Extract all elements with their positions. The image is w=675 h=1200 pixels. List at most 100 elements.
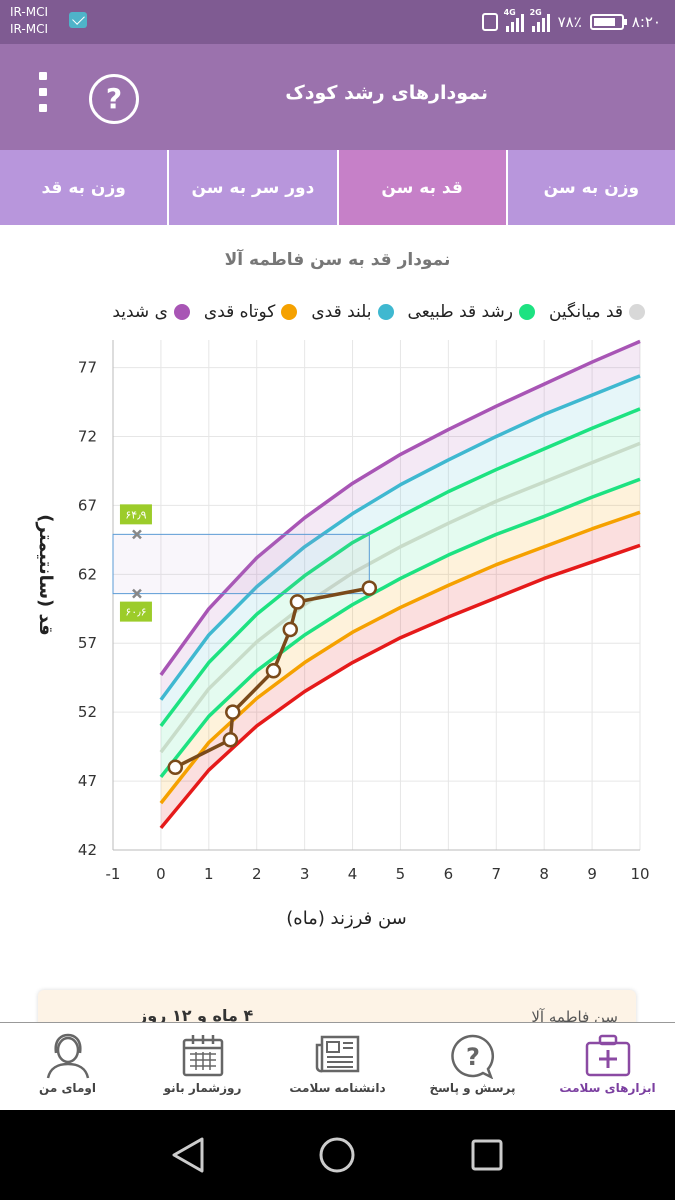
battery-icon [589, 14, 627, 30]
carrier-2: IR-MCI [10, 22, 48, 36]
legend-dot [629, 304, 645, 320]
selection-label-bg [119, 601, 152, 622]
percentile-line [159, 407, 641, 728]
nav-label: دانشنامه سلامت [289, 1081, 386, 1095]
child-data-point [289, 594, 306, 610]
legend-label: کوتاه قدی [203, 302, 276, 322]
chart-tabs: وزن به سن قد به سن دور سر به سن وزن به ق… [0, 150, 675, 225]
legend-dot [518, 304, 535, 320]
app-bar: ? نمودارهای رشد کودک [0, 44, 675, 150]
legend-dot [281, 304, 298, 320]
legend-label: قد میانگین [548, 302, 623, 322]
x-axis-title: سن فرزند (ماه) [286, 908, 407, 929]
selection-marker [132, 588, 142, 599]
y-tick-label: 52 [78, 703, 97, 721]
percentile-line [159, 374, 641, 701]
x-tick-label: 3 [300, 865, 310, 883]
legend-item[interactable]: قد میانگین [549, 302, 645, 322]
status-bar: IR-MCI IR-MCI 4G 2G ۷۸٪ ۸:۲۰ [0, 0, 675, 44]
svg-text:?: ? [466, 1043, 480, 1071]
question-bubble-icon: ? [450, 1034, 494, 1079]
legend-dot [377, 304, 394, 320]
legend-item[interactable]: کوتاه قدی [203, 302, 298, 322]
tab-weight-for-age[interactable]: وزن به سن [505, 150, 675, 225]
child-data-point [167, 759, 184, 776]
legend-label: بلند قدی [311, 302, 372, 322]
child-data-point [282, 621, 299, 638]
newspaper-icon [315, 1035, 359, 1073]
selection-marker [132, 529, 142, 540]
y-tick-label: 47 [78, 772, 97, 790]
band-area [160, 375, 640, 726]
selection-label-bg [119, 504, 152, 525]
nav-questions[interactable]: ? پرسش و پاسخ [405, 1023, 540, 1111]
child-age-value: ۴ ماه و ۱۲ روز [138, 1006, 254, 1025]
page-title: نمودارهای رشد کودک [285, 82, 488, 104]
x-tick-label: 10 [630, 865, 649, 883]
percentile-line [159, 543, 641, 830]
carrier-info: IR-MCI IR-MCI [10, 4, 48, 38]
signal-4g-icon: 4G [504, 8, 524, 32]
legend-label: ی شدید [112, 302, 168, 322]
nav-label: اومای من [39, 1081, 96, 1095]
battery-percent: ۷۸٪ [557, 13, 582, 31]
band-area [160, 408, 640, 753]
child-data-point [361, 580, 378, 596]
network-type-2: 2G [529, 8, 542, 17]
x-tick-label: 6 [444, 865, 454, 883]
signal-2g-icon: 2G [530, 8, 550, 32]
carrier-1: IR-MCI [10, 5, 48, 19]
x-tick-label: 7 [491, 865, 501, 883]
x-tick-label: 9 [587, 865, 597, 883]
status-indicators: 4G 2G ۷۸٪ ۸:۲۰ [481, 8, 661, 35]
percentile-line [159, 477, 641, 779]
height-for-age-chart[interactable]: ۶۴٫۹۶۰٫۶-1 0 1 2 3 4 5 6 7 8 9 104247525762677277سن… [0, 330, 675, 950]
mail-notification-icon [69, 12, 87, 28]
chart-legend: ی شدید کوتاه قدی بلند قدی رشد قد طبیعی ق… [112, 302, 645, 322]
band-area [160, 479, 640, 804]
percentile-line [159, 441, 641, 754]
home-icon[interactable] [317, 1135, 357, 1175]
selection-label: ۶۴٫۹ [125, 508, 146, 521]
more-menu-icon[interactable] [30, 72, 56, 122]
percentile-line [159, 510, 641, 805]
nav-calendar[interactable]: روزشمار بانو [135, 1023, 270, 1111]
clock: ۸:۲۰ [631, 13, 661, 31]
back-icon[interactable] [168, 1135, 208, 1175]
x-tick-label: 5 [396, 865, 406, 883]
nav-my-profile[interactable]: اومای من [0, 1023, 135, 1111]
y-tick-label: 67 [78, 496, 97, 514]
x-tick-label: -1 [106, 865, 121, 883]
x-tick-label: 0 [156, 865, 166, 883]
x-tick-label: 1 [204, 865, 214, 883]
band-area [160, 341, 640, 700]
child-data-point [265, 663, 282, 679]
legend-item[interactable]: رشد قد طبیعی [408, 302, 535, 322]
y-tick-label: 42 [78, 841, 97, 859]
x-tick-label: 8 [539, 865, 549, 883]
child-data-point [225, 704, 241, 720]
x-tick-label: 4 [348, 865, 358, 883]
vibrate-icon [481, 13, 498, 31]
tab-weight-for-height[interactable]: وزن به قد [0, 150, 168, 225]
nav-health-encyclopedia[interactable]: دانشنامه سلامت [270, 1023, 405, 1111]
legend-item[interactable]: ی شدید [112, 302, 190, 322]
nav-label: روزشمار بانو [163, 1081, 242, 1095]
legend-item[interactable]: بلند قدی [311, 302, 394, 322]
y-axis-title: قد (سانتیمتر) [35, 514, 56, 635]
selection-box [112, 533, 370, 595]
y-tick-label: 62 [78, 565, 97, 583]
nav-health-tools[interactable]: ابزارهای سلامت [540, 1023, 675, 1111]
y-tick-label: 72 [78, 427, 97, 445]
calendar-icon [182, 1035, 223, 1077]
medical-kit-icon [585, 1034, 630, 1077]
percentile-line [159, 339, 641, 676]
chart-title: نمودار قد به سن فاطمه آلا [224, 250, 451, 270]
woman-avatar-icon [46, 1033, 89, 1079]
recents-icon[interactable] [467, 1135, 507, 1175]
help-icon[interactable]: ? [89, 74, 139, 124]
band-area [160, 443, 640, 777]
tab-height-for-age[interactable]: قد به سن [336, 150, 506, 225]
tab-head-circumference[interactable]: دور سر به سن [167, 150, 337, 225]
x-tick-label: 2 [252, 865, 262, 883]
